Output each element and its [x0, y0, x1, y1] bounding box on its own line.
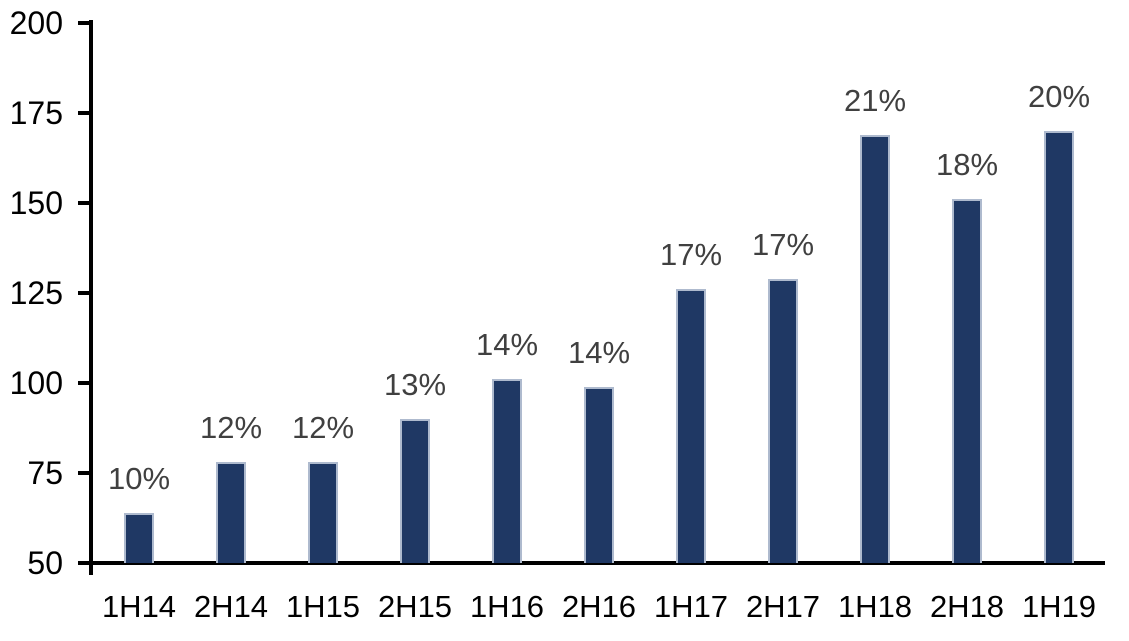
y-axis-tick [78, 291, 90, 295]
bar-value-label: 20% [1027, 79, 1091, 114]
bar-value-label: 17% [751, 227, 815, 262]
bar-value-label: 14% [475, 327, 539, 362]
x-axis-category-label: 1H17 [653, 589, 729, 624]
y-axis-tick [78, 201, 90, 205]
bar-1H17 [676, 289, 706, 563]
bar-2H17 [768, 279, 798, 563]
y-axis-tick-label: 125 [9, 275, 63, 311]
x-axis-category-label: 1H18 [837, 589, 913, 624]
y-axis-tick-label: 75 [27, 455, 63, 491]
bar-value-label: 17% [659, 237, 723, 272]
bar-value-label: 21% [843, 83, 907, 118]
bar-1H14 [124, 513, 154, 563]
bar-2H15 [400, 419, 430, 563]
y-axis-tick-label: 200 [9, 5, 63, 41]
y-axis-tick [78, 561, 90, 565]
x-axis-category-label: 2H14 [193, 589, 269, 624]
bar-value-label: 18% [935, 147, 999, 182]
x-axis-category-label: 1H14 [101, 589, 177, 624]
bar-value-label: 13% [383, 367, 447, 402]
y-axis-tick-label: 150 [9, 185, 63, 221]
bar-value-label: 12% [199, 410, 263, 445]
x-axis-category-label: 1H16 [469, 589, 545, 624]
x-axis-category-label: 1H15 [285, 589, 361, 624]
bar-1H15 [308, 462, 338, 563]
bar-2H18 [952, 199, 982, 563]
x-axis-line [89, 561, 1105, 565]
y-axis-line [89, 20, 93, 575]
y-axis-tick [78, 111, 90, 115]
y-axis-tick [78, 381, 90, 385]
x-axis-category-label: 2H18 [929, 589, 1005, 624]
y-axis-tick-label: 50 [27, 545, 63, 581]
y-axis-tick [78, 21, 90, 25]
bar-value-label: 10% [107, 461, 171, 496]
x-axis-category-label: 2H15 [377, 589, 453, 624]
bar-1H19 [1044, 131, 1074, 563]
x-axis-category-label: 2H16 [561, 589, 637, 624]
bar-value-label: 12% [291, 410, 355, 445]
y-axis-tick-label: 175 [9, 95, 63, 131]
y-axis-tick-label: 100 [9, 365, 63, 401]
bar-2H14 [216, 462, 246, 563]
x-axis-category-label: 1H19 [1021, 589, 1097, 624]
bar-1H16 [492, 379, 522, 563]
y-axis-tick [78, 471, 90, 475]
bar-2H16 [584, 387, 614, 563]
bar-value-label: 14% [567, 335, 631, 370]
x-axis-category-label: 2H17 [745, 589, 821, 624]
bar-1H18 [860, 135, 890, 563]
